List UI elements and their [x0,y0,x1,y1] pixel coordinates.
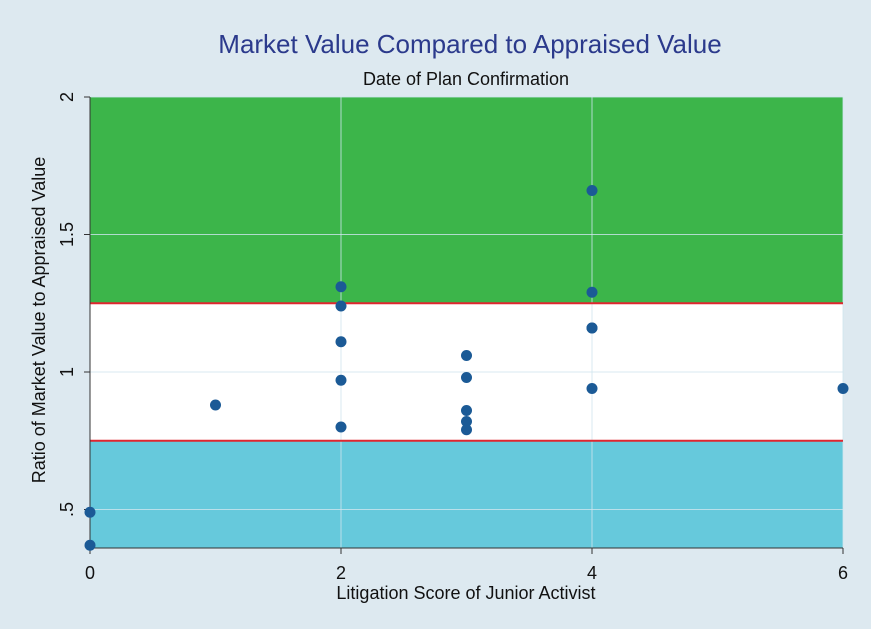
point [335,336,347,348]
x-tick-label: 0 [85,563,95,583]
point [335,374,347,386]
point [461,350,472,361]
point [586,383,598,394]
y-tick-label: 1.5 [57,222,77,247]
chart-title: Market Value Compared to Appraised Value [218,29,721,59]
point [586,286,598,298]
point [84,506,96,518]
point [461,416,472,427]
y-tick-label: 1 [57,367,77,377]
point [335,281,347,293]
y-tick-label: 2 [57,92,77,102]
point [461,405,472,416]
y-tick-label: .5 [57,502,77,517]
point [461,424,472,436]
x-tick-label: 6 [838,563,848,583]
point [335,421,347,433]
x-tick-label: 4 [587,563,597,583]
point [84,539,96,551]
point [461,372,472,383]
band [90,440,843,548]
band [90,97,843,304]
x-axis-label: Litigation Score of Junior Activist [336,583,595,603]
point [586,322,598,334]
y-axis-label: Ratio of Market Value to Appraised Value [29,157,49,484]
point [586,185,598,196]
point [335,300,347,312]
point [837,383,849,394]
point [210,399,221,411]
x-tick-label: 2 [336,563,346,583]
chart-subtitle: Date of Plan Confirmation [363,69,569,89]
